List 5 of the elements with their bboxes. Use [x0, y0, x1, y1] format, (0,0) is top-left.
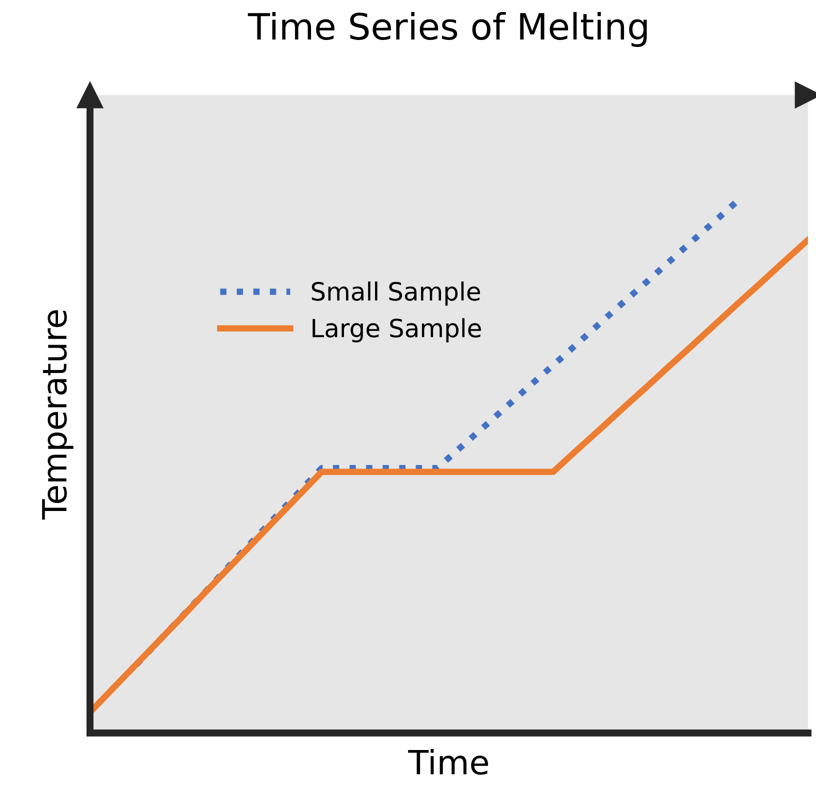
y-axis-title: Temperature: [42, 310, 74, 520]
legend-label: Large Sample: [312, 318, 481, 342]
legend-label: Small Sample: [312, 281, 480, 306]
chart-title: Time Series of Melting: [248, 12, 647, 47]
x-axis-title: Time: [408, 748, 488, 775]
